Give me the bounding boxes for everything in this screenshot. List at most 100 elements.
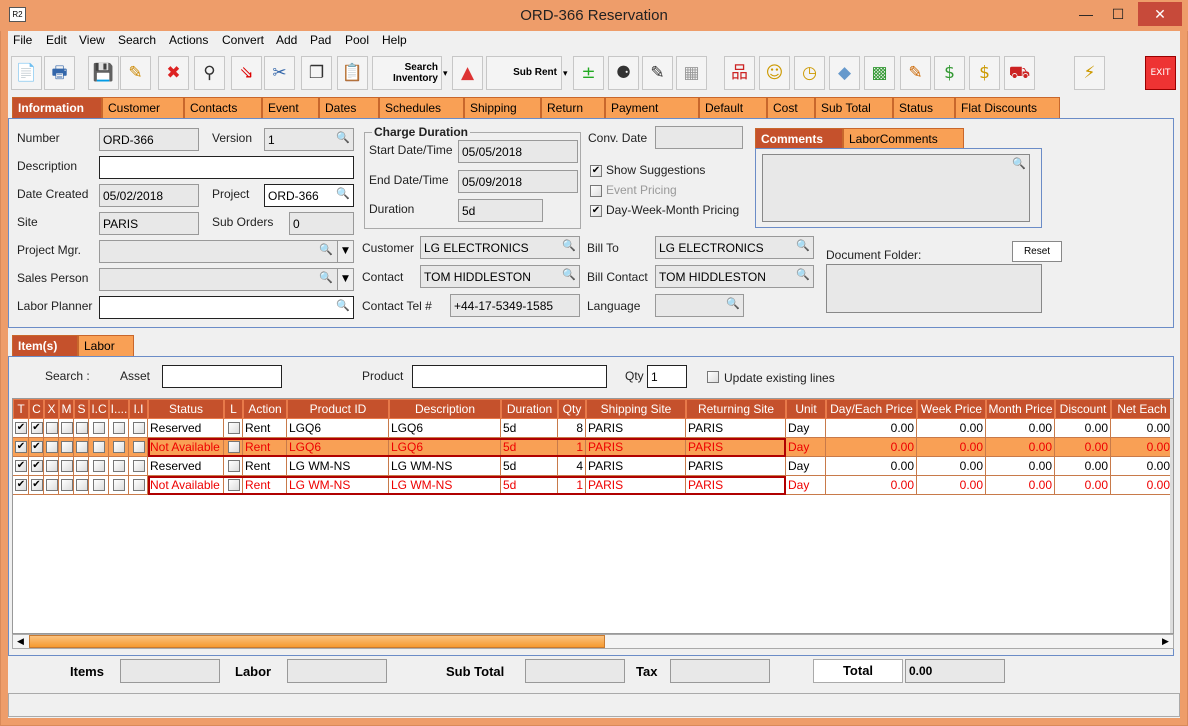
disabled-tool-icon[interactable]: ▦ — [676, 56, 707, 90]
scroll-left-icon[interactable]: ◀ — [17, 636, 24, 646]
tab-cost[interactable]: Cost — [767, 97, 815, 118]
cell-flag[interactable] — [109, 419, 129, 438]
cell-flag[interactable] — [59, 476, 74, 495]
cell-flag[interactable]: ✔ — [13, 419, 29, 438]
cell-flag[interactable] — [44, 457, 59, 476]
row-checkbox[interactable] — [93, 460, 105, 472]
labor-planner-field[interactable]: 🔍 — [99, 296, 354, 319]
number-field[interactable]: ORD-366 — [99, 128, 199, 151]
cell-flag[interactable]: ✔ — [13, 476, 29, 495]
chevron-down-icon[interactable]: ▼ — [337, 241, 353, 262]
row-checkbox[interactable] — [113, 422, 125, 434]
column-header-l[interactable]: L — [224, 399, 243, 419]
cell-flag[interactable] — [74, 419, 89, 438]
search-inventory-button[interactable]: Search Inventory — [372, 56, 442, 90]
row-checkbox[interactable] — [132, 460, 145, 472]
customer-field[interactable]: LG ELECTRONICS 🔍 — [420, 236, 580, 259]
cell-flag[interactable] — [129, 419, 148, 438]
column-header-c[interactable]: C — [29, 399, 44, 419]
search-icon[interactable]: 🔍 — [796, 268, 810, 281]
cell-flag[interactable]: ✔ — [29, 419, 44, 438]
cell-flag[interactable] — [109, 438, 129, 457]
column-header-product-id[interactable]: Product ID — [287, 399, 389, 419]
cell-flag[interactable] — [224, 476, 243, 495]
row-checkbox[interactable] — [113, 479, 125, 491]
bill-contact-field[interactable]: TOM HIDDLESTON 🔍 — [655, 265, 814, 288]
row-checkbox[interactable] — [75, 441, 88, 453]
cell-flag[interactable] — [59, 438, 74, 457]
row-checkbox[interactable]: ✔ — [15, 460, 27, 472]
row-checkbox[interactable] — [132, 441, 145, 453]
chevron-down-icon[interactable]: ▼ — [337, 269, 353, 290]
cell-flag[interactable] — [129, 438, 148, 457]
eraser-icon[interactable]: ◆ — [829, 56, 860, 90]
tab-event[interactable]: Event — [262, 97, 319, 118]
language-field[interactable]: 🔍 — [655, 294, 744, 317]
menu-pool[interactable]: Pool — [345, 33, 370, 47]
cell-flag[interactable]: ✔ — [13, 438, 29, 457]
column-header-shipping-site[interactable]: Shipping Site — [586, 399, 686, 419]
delete-icon[interactable]: ✖ — [158, 56, 189, 90]
row-checkbox[interactable] — [113, 441, 125, 453]
sub-orders-field[interactable]: 0 — [289, 212, 354, 235]
cell-flag[interactable]: ✔ — [29, 438, 44, 457]
column-header-s[interactable]: S — [74, 399, 89, 419]
search-inventory-dropdown-icon[interactable]: ▾ — [443, 68, 448, 78]
show-suggestions-checkbox[interactable]: ✔ — [590, 165, 602, 177]
tab-information[interactable]: Information — [12, 97, 102, 118]
menu-actions[interactable]: Actions — [169, 33, 209, 47]
column-header-returning-site[interactable]: Returning Site — [686, 399, 786, 419]
row-checkbox[interactable]: ✔ — [30, 479, 43, 491]
column-header-day-each-price[interactable]: Day/Each Price — [826, 399, 917, 419]
save-icon[interactable]: 💾 — [88, 56, 119, 90]
bill-to-field[interactable]: LG ELECTRONICS 🔍 — [655, 236, 814, 259]
vertical-scrollbar[interactable] — [1170, 399, 1173, 633]
pool-icon[interactable]: ⚈ — [608, 56, 639, 90]
cell-flag[interactable]: ✔ — [29, 476, 44, 495]
tab-return[interactable]: Return — [541, 97, 605, 118]
row-checkbox[interactable] — [75, 479, 88, 491]
cell-flag[interactable] — [89, 438, 109, 457]
cell-flag[interactable] — [59, 457, 74, 476]
smiley-icon[interactable]: ☺ — [759, 56, 790, 90]
print-icon[interactable]: 🖶 — [44, 56, 75, 90]
tab-schedules[interactable]: Schedules — [379, 97, 464, 118]
search-icon[interactable]: 🔍 — [726, 297, 740, 310]
menu-edit[interactable]: Edit — [46, 33, 67, 47]
paste-icon[interactable]: 📋 — [337, 56, 368, 90]
description-field[interactable] — [99, 156, 354, 179]
column-header-qty[interactable]: Qty — [558, 399, 586, 419]
cell-flag[interactable] — [89, 476, 109, 495]
sub-rent-button[interactable]: Sub Rent — [486, 56, 562, 90]
cell-flag[interactable]: ✔ — [13, 457, 29, 476]
project-field[interactable]: ORD-366 🔍 — [264, 184, 354, 207]
exit-button[interactable]: EXIT — [1145, 56, 1176, 90]
row-checkbox[interactable] — [93, 479, 105, 491]
cut-icon[interactable]: ✂ — [264, 56, 295, 90]
search-icon[interactable]: 🔍 — [336, 299, 350, 312]
cell-flag[interactable] — [129, 457, 148, 476]
tab-default[interactable]: Default — [699, 97, 767, 118]
product-input[interactable] — [412, 365, 607, 388]
cell-flag[interactable] — [224, 438, 243, 457]
cell-flag[interactable] — [224, 419, 243, 438]
site-field[interactable]: PARIS — [99, 212, 199, 235]
column-header-duration[interactable]: Duration — [501, 399, 558, 419]
tab-status[interactable]: Status — [893, 97, 955, 118]
menu-view[interactable]: View — [79, 33, 105, 47]
edit-icon[interactable]: ✎ — [120, 56, 151, 90]
contact-tel-field[interactable]: +44-17-5349-1585 — [450, 294, 580, 317]
row-checkbox[interactable] — [93, 441, 105, 453]
start-date-field[interactable]: 05/05/2018 — [458, 140, 578, 163]
row-checkbox[interactable]: ✔ — [30, 422, 43, 434]
tab-labor-comments[interactable]: LaborComments — [843, 128, 964, 149]
add-remove-icon[interactable]: ± — [573, 56, 604, 90]
row-checkbox[interactable] — [132, 479, 145, 491]
row-checkbox[interactable] — [93, 422, 105, 434]
schedule-icon[interactable]: ◷ — [794, 56, 825, 90]
end-date-field[interactable]: 05/09/2018 — [458, 170, 578, 193]
column-header-month-price[interactable]: Month Price — [986, 399, 1055, 419]
row-checkbox[interactable] — [60, 479, 73, 491]
column-header-m[interactable]: M — [59, 399, 74, 419]
search-icon[interactable]: 🔍 — [562, 268, 576, 281]
